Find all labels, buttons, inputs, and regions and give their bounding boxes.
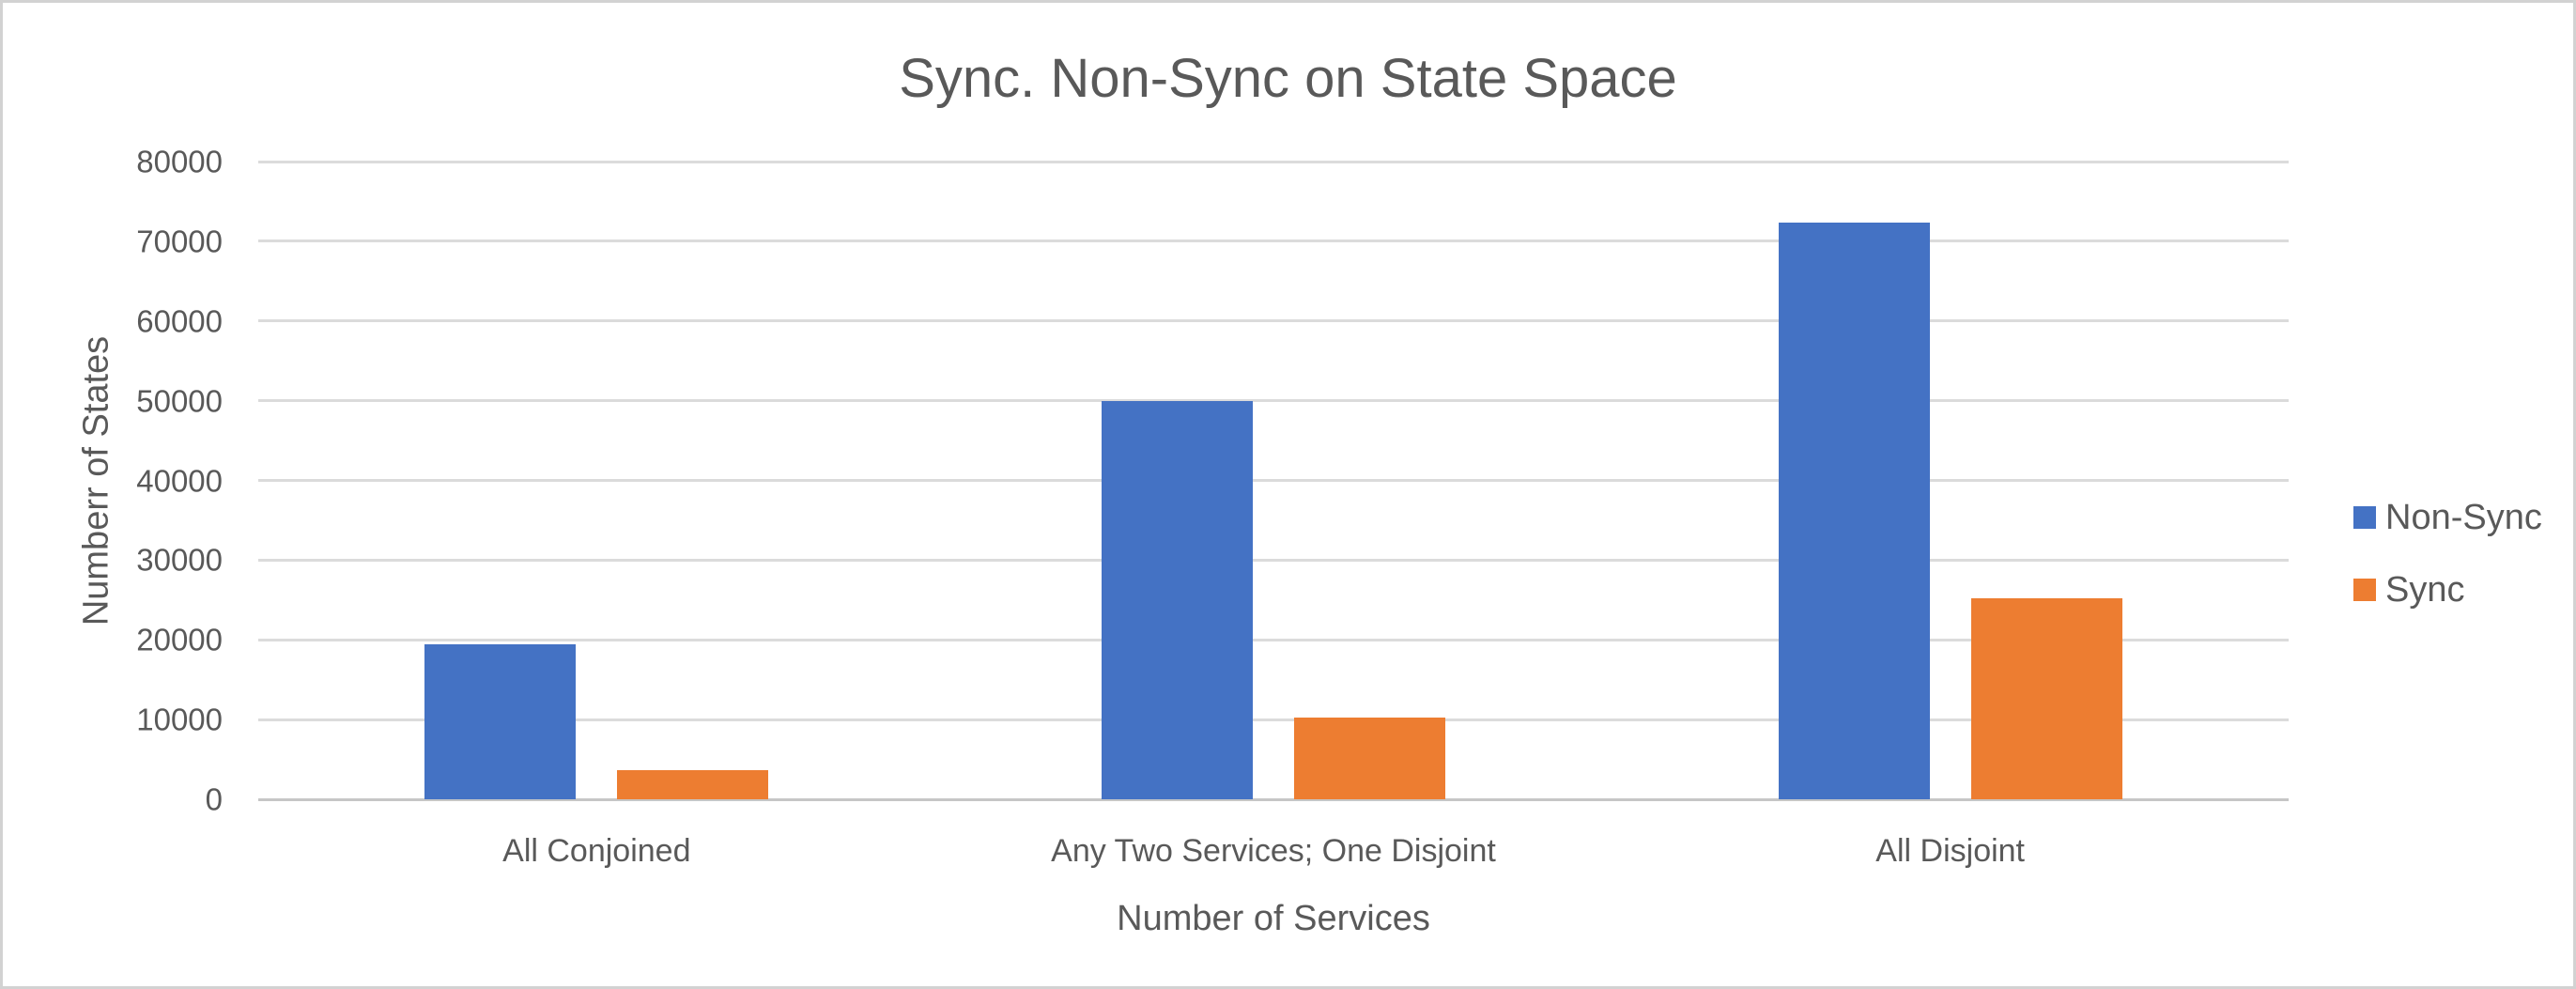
y-tick-label: 40000 — [136, 463, 223, 498]
bar-non-sync[interactable] — [424, 643, 577, 799]
gridline — [258, 479, 2289, 482]
y-tick-label: 20000 — [136, 622, 223, 657]
chart-title: Sync. Non-Sync on State Space — [899, 48, 1677, 109]
gridline — [258, 240, 2289, 243]
y-tick-label: 0 — [205, 781, 223, 817]
gridline — [258, 160, 2289, 163]
x-category-label: All Disjoint — [1875, 833, 2026, 869]
y-axis-title: Numberr of States — [76, 335, 116, 626]
legend-label: Sync — [2385, 569, 2465, 610]
x-axis-title: Number of Services — [1117, 899, 1430, 938]
legend-label: Non-Sync — [2385, 497, 2542, 537]
x-axis-category-labels: All Conjoined Any Two Services; One Disjo… — [258, 833, 2289, 871]
legend-swatch-icon — [2353, 579, 2376, 601]
gridline — [258, 718, 2289, 721]
legend-item[interactable]: Sync — [2353, 569, 2465, 610]
y-tick-label: 60000 — [136, 303, 223, 339]
gridline — [258, 319, 2289, 323]
gridline — [258, 558, 2289, 562]
bar-non-sync[interactable] — [1101, 400, 1253, 799]
category-group — [258, 162, 935, 799]
y-tick-label: 70000 — [136, 224, 223, 259]
legend-item[interactable]: Non-Sync — [2353, 497, 2542, 537]
x-category-label: All Conjoined — [502, 833, 691, 869]
y-axis-ticks: 0 10000 20000 30000 40000 50000 60000 70000 8000… — [3, 147, 223, 815]
y-tick-label: 50000 — [136, 383, 223, 419]
gridline — [258, 399, 2289, 403]
category-group — [1612, 162, 2289, 799]
bar-sync[interactable] — [1970, 598, 2122, 799]
bar-sync[interactable] — [617, 769, 769, 799]
gridline — [258, 638, 2289, 641]
plot-area — [258, 160, 2289, 801]
legend-swatch-icon — [2353, 506, 2376, 529]
y-tick-label: 80000 — [136, 144, 223, 179]
x-category-label: Any Two Services; One Disjoint — [1051, 833, 1496, 869]
category-group — [935, 162, 1612, 799]
y-tick-label: 10000 — [136, 702, 223, 737]
bar-sync[interactable] — [1293, 717, 1445, 799]
y-tick-label: 30000 — [136, 542, 223, 578]
x-axis-line — [258, 797, 2289, 801]
bar-non-sync[interactable] — [1778, 222, 1930, 799]
